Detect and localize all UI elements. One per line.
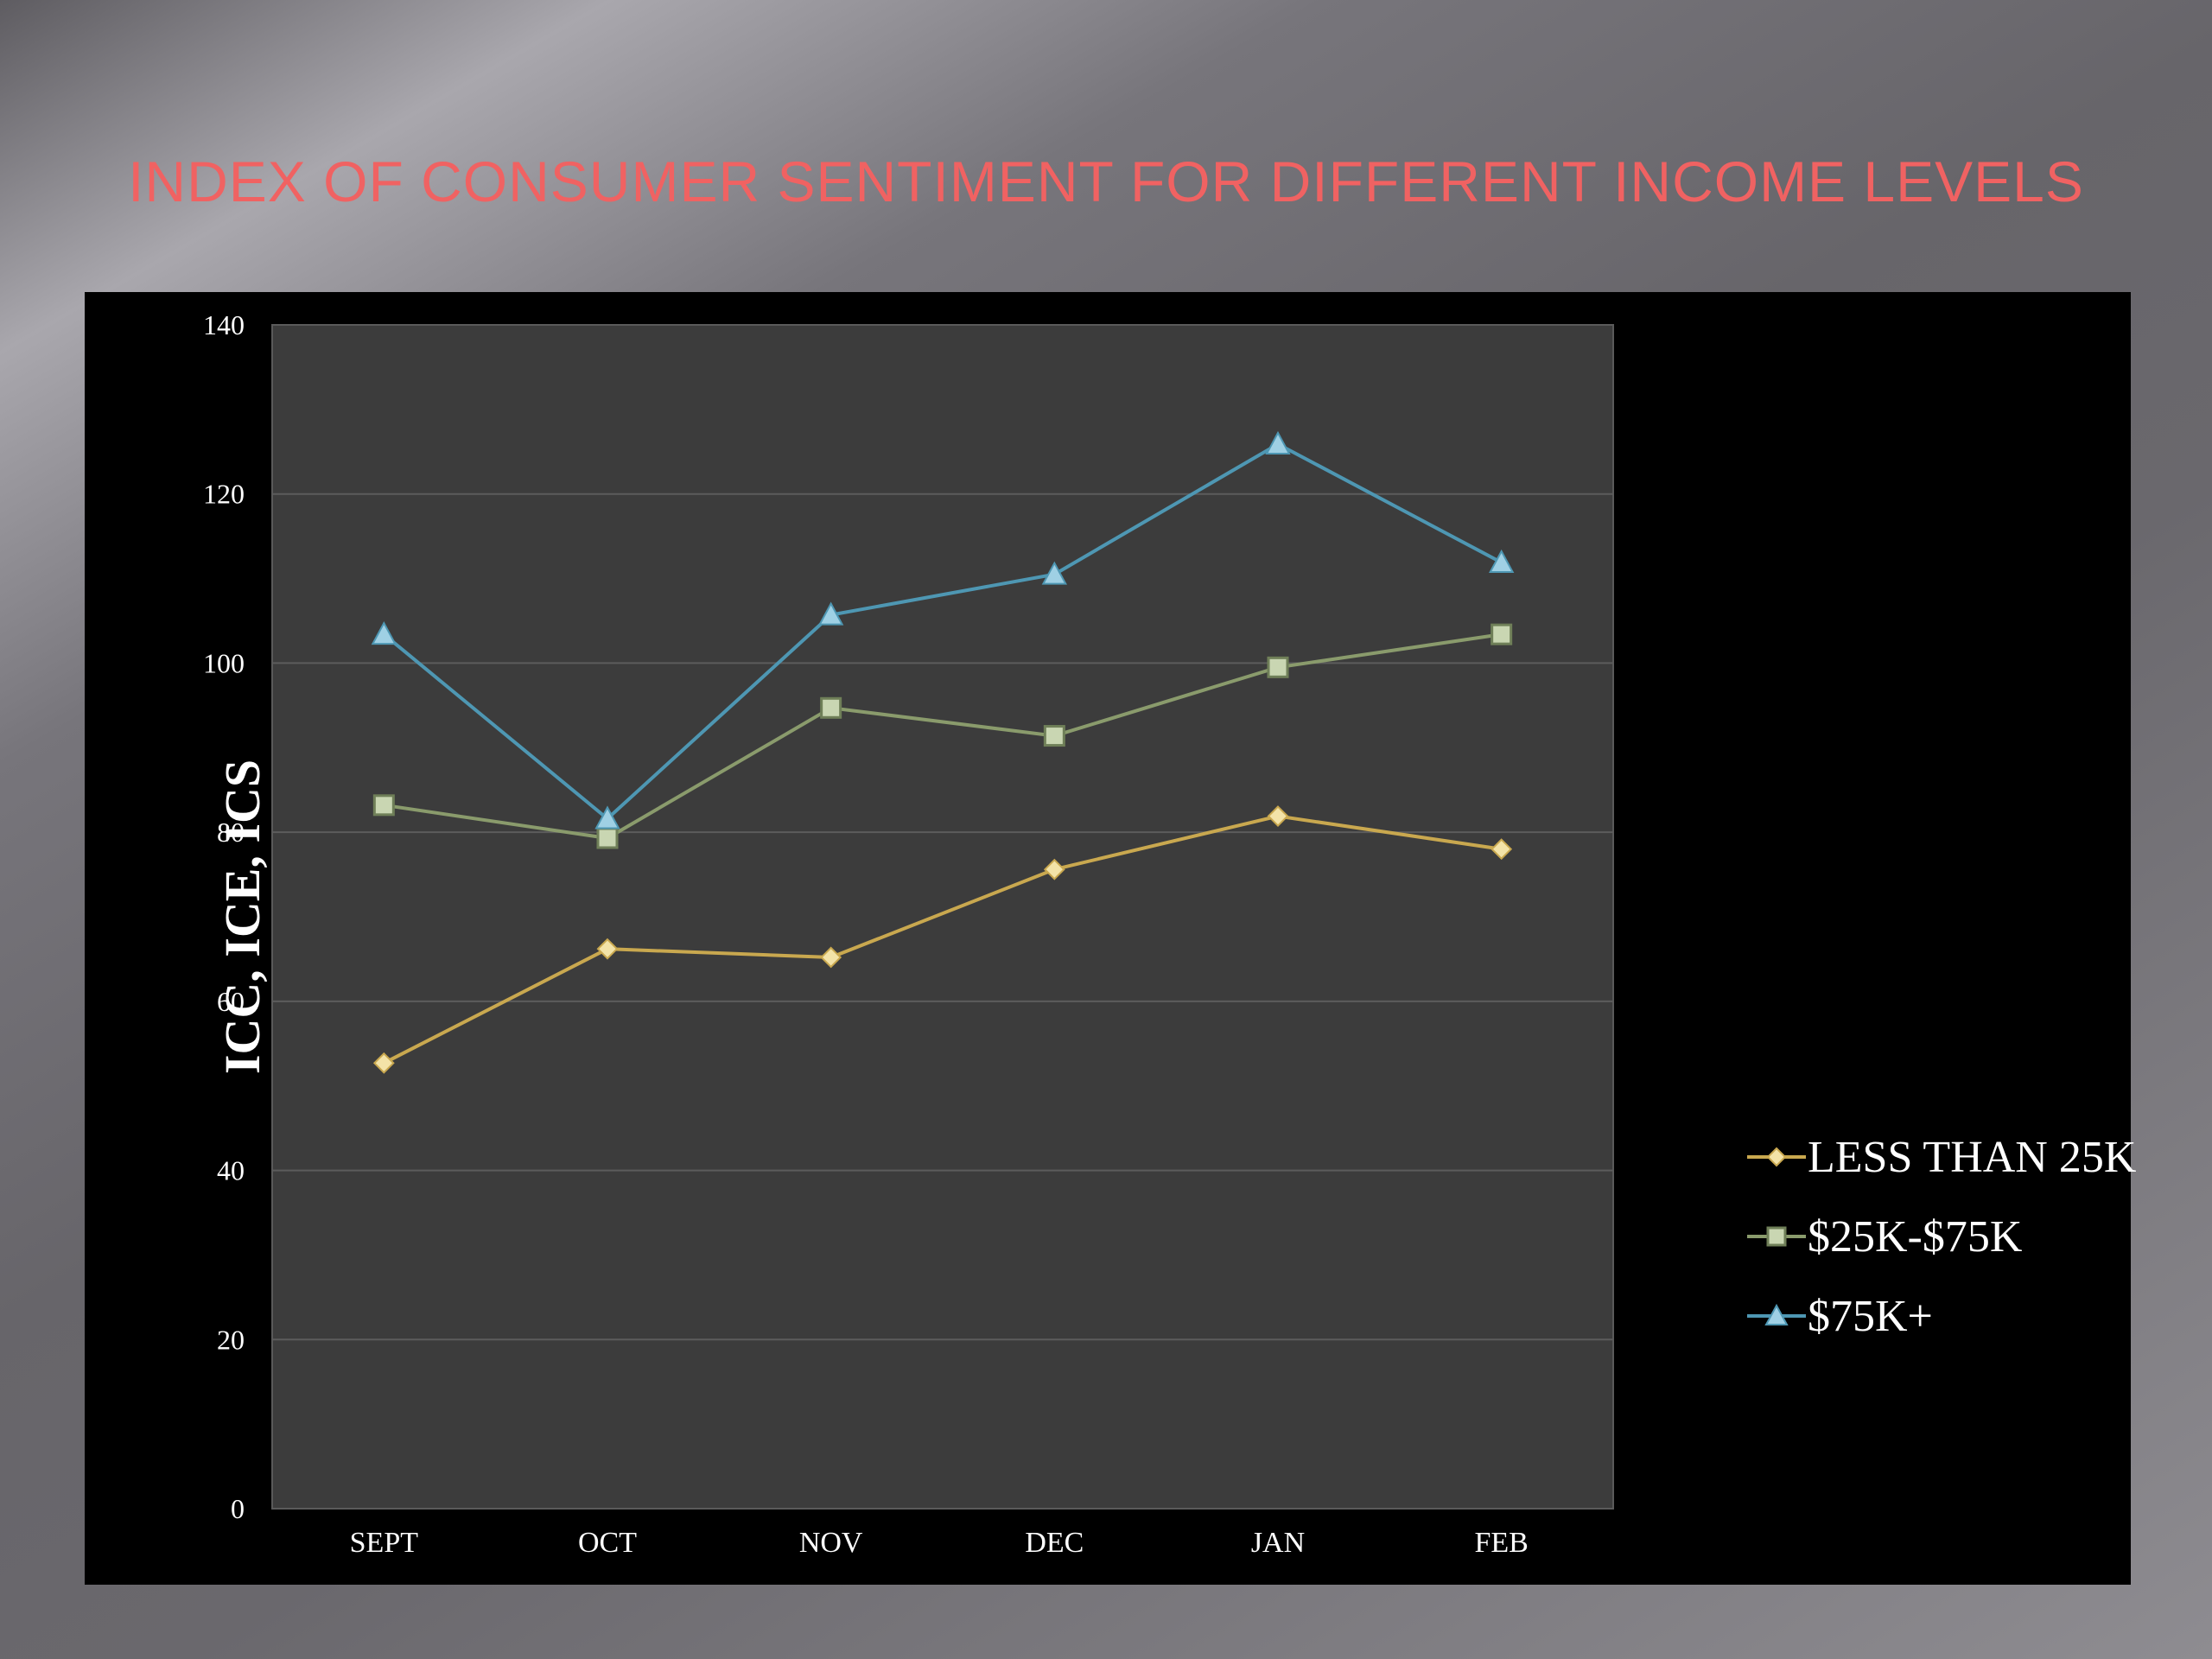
x-tick-label: NOV (799, 1527, 863, 1559)
x-tick-label: SEPT (350, 1527, 419, 1559)
x-tick-label: FEB (1474, 1527, 1528, 1559)
legend-item-25k-75k: $25K-$75K (1745, 1197, 2195, 1276)
data-point (371, 621, 397, 645)
data-point (1491, 838, 1513, 861)
data-point (1043, 858, 1065, 880)
y-tick-label: 0 (231, 1493, 245, 1524)
y-tick-label: 20 (217, 1324, 245, 1355)
series-lines (371, 430, 1515, 1074)
series-line (383, 814, 1502, 1065)
legend-swatch-marker (1764, 1303, 1789, 1325)
x-tick-label: OCT (578, 1527, 637, 1559)
legend-swatch-diamond-icon (1747, 1147, 1806, 1167)
legend-swatch-marker (1766, 1226, 1787, 1247)
y-tick-label: 80 (217, 817, 245, 848)
plot-area (271, 324, 1614, 1510)
chart-frame: 0 20 40 60 80 100 120 140 SEPT OCT NOV DEC JAN FEB I… (85, 292, 2136, 1585)
data-point (1488, 549, 1515, 573)
y-tick-label: 100 (203, 647, 245, 678)
y-tick-label: 120 (203, 479, 245, 510)
y-tick-label: 60 (217, 986, 245, 1017)
data-point (372, 794, 395, 817)
legend: LESS THAN 25K $25K-$75K $75K+ (1745, 1117, 2195, 1356)
line-chart: 0 20 40 60 80 100 120 140 SEPT OCT NOV DEC JAN FEB I… (203, 309, 1614, 1559)
data-point (596, 827, 619, 849)
series-1 (372, 623, 1513, 849)
data-point (1265, 430, 1291, 454)
legend-swatch-triangle-icon (1747, 1303, 1806, 1325)
series-0 (372, 805, 1513, 1074)
legend-label: LESS THAN 25K (1808, 1132, 2137, 1182)
series-line (384, 632, 1502, 841)
series-2 (371, 430, 1515, 830)
series-line (383, 442, 1503, 822)
legend-item-less-than-25k: LESS THAN 25K (1745, 1117, 2195, 1197)
y-tick-label: 140 (203, 309, 245, 340)
x-tick-label: DEC (1025, 1527, 1084, 1559)
data-point (820, 946, 842, 969)
data-point (372, 1052, 395, 1074)
data-point (1041, 561, 1068, 585)
data-point (820, 696, 842, 719)
data-point (594, 805, 620, 830)
legend-label: $75K+ (1808, 1291, 1933, 1341)
y-axis-ticks: 0 20 40 60 80 100 120 140 (203, 309, 245, 1524)
data-point (596, 938, 619, 960)
data-point (1267, 656, 1289, 678)
legend-label: $25K-$75K (1808, 1211, 2023, 1262)
data-point (1043, 725, 1065, 747)
data-point (1491, 623, 1513, 645)
data-point (817, 601, 844, 626)
legend-swatch-marker (1766, 1147, 1787, 1167)
y-axis-label: ICC, ICE, ICS (214, 760, 270, 1074)
y-tick-label: 40 (217, 1155, 245, 1186)
x-tick-label: JAN (1251, 1527, 1305, 1559)
slide-title: INDEX OF CONSUMER SENTIMENT FOR DIFFEREN… (128, 149, 2084, 213)
legend-item-75k-plus: $75K+ (1745, 1276, 2195, 1356)
gridlines (272, 493, 1613, 1341)
x-axis-ticks: SEPT OCT NOV DEC JAN FEB (350, 1527, 1529, 1559)
legend-swatch-square-icon (1747, 1226, 1806, 1247)
data-point (1267, 805, 1289, 827)
